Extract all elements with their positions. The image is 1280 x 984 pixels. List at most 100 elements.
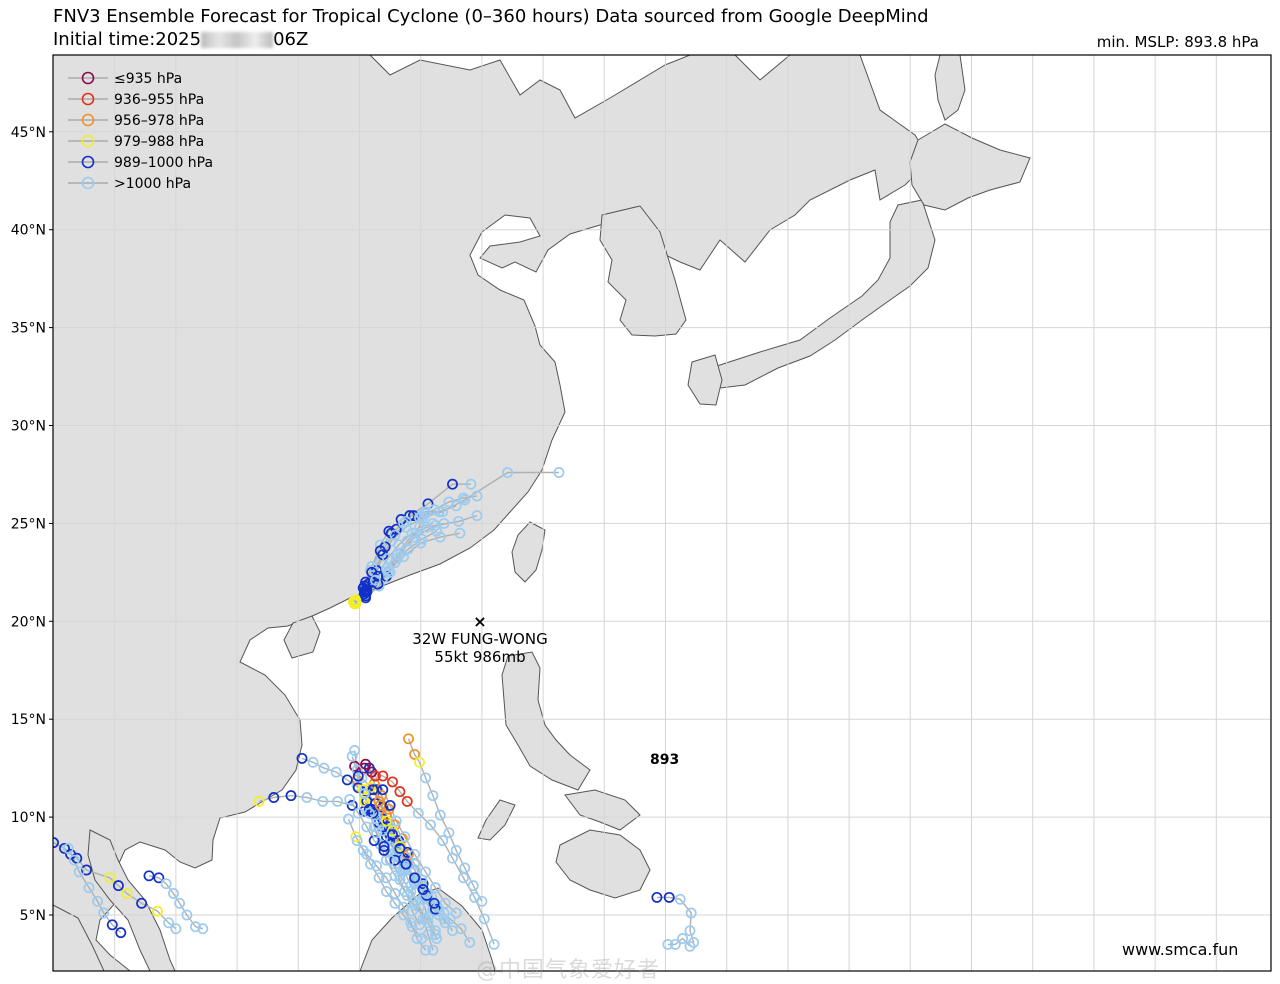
track-point <box>330 766 342 778</box>
track-point <box>433 506 445 518</box>
track-point <box>168 888 179 899</box>
track-point <box>394 786 406 798</box>
lat-label: 30°N <box>11 419 46 435</box>
track-point <box>163 917 175 929</box>
track-point <box>450 844 462 856</box>
track-point <box>352 782 364 794</box>
track-point <box>399 831 411 843</box>
track-point <box>677 933 689 944</box>
latitude-labels: 45°N 40°N 35°N 30°N 25°N 20°N 15°N 10°N 5°N <box>11 125 53 924</box>
legend-label: ≤935 hPa <box>114 71 182 87</box>
track-point <box>471 510 483 522</box>
track-point <box>429 882 441 894</box>
weibo-watermark: @中国气象爱好者 <box>476 958 661 983</box>
track-line <box>407 738 483 902</box>
track-point <box>403 733 414 745</box>
track-point <box>371 860 383 872</box>
landmasses <box>53 55 1031 971</box>
track-point <box>416 533 428 545</box>
track-point <box>307 756 319 768</box>
track-point <box>478 913 490 925</box>
track-point <box>394 842 406 854</box>
track-point <box>153 872 165 884</box>
initial-time-label: Initial time:2025 <box>53 29 202 50</box>
track-point <box>439 897 451 909</box>
legend-marker-icon <box>81 71 95 85</box>
track-point <box>92 895 104 907</box>
track-point <box>422 911 434 923</box>
track-point <box>651 891 663 903</box>
track-point <box>369 574 381 586</box>
legend-marker-icon <box>81 113 95 127</box>
track-point <box>405 917 417 929</box>
storm-intensity-label: 55kt 986mb <box>434 648 525 666</box>
track-point <box>301 792 313 803</box>
land-luzon <box>501 651 591 791</box>
track-point <box>416 933 428 944</box>
land-korea <box>599 205 687 337</box>
track-point <box>387 776 398 788</box>
legend-marker-icon <box>81 155 95 169</box>
track-point <box>420 944 432 956</box>
track-point <box>409 872 421 884</box>
track-point <box>112 880 124 892</box>
track-point <box>488 938 500 950</box>
track-point <box>373 872 385 884</box>
track-point <box>429 903 441 915</box>
track-point <box>403 848 414 860</box>
track-point <box>318 762 330 774</box>
track-point <box>350 596 362 608</box>
land-palawan <box>477 799 516 841</box>
track-point <box>447 478 458 490</box>
track-point <box>384 799 396 811</box>
track-point <box>399 886 411 897</box>
lat-label: 15°N <box>11 712 46 728</box>
track-point <box>450 500 462 512</box>
track-point <box>352 807 364 819</box>
land-malay-peninsula <box>87 829 176 971</box>
track-point <box>427 790 439 802</box>
track-point <box>663 891 675 903</box>
lat-label: 5°N <box>20 908 46 924</box>
track-point <box>434 809 446 821</box>
legend-marker-icon <box>81 92 95 106</box>
track-point <box>296 752 308 764</box>
track-point <box>351 835 363 847</box>
initial-time-suffix: 06Z <box>273 29 309 50</box>
track-point <box>674 893 686 905</box>
track-point <box>471 490 483 502</box>
storm-name-label: 32W FUNG-WONG <box>412 630 547 648</box>
track-point <box>344 794 356 805</box>
track-point <box>455 923 467 935</box>
initial-time: Initial time:2025 06Z <box>53 29 308 51</box>
map-frame <box>52 54 1272 972</box>
track-point <box>398 909 410 921</box>
credit-url: www.smca.fun <box>1122 940 1239 959</box>
track-point <box>387 829 398 841</box>
land-mindanao <box>555 829 651 899</box>
track-point <box>685 907 697 919</box>
track-point <box>190 921 201 933</box>
track-point <box>476 895 488 907</box>
track-point <box>390 815 402 827</box>
track-point <box>360 584 372 596</box>
track-point <box>401 535 413 547</box>
track-point <box>383 564 395 576</box>
track-point <box>361 821 373 833</box>
track-point <box>377 784 389 796</box>
track-point <box>684 925 696 937</box>
track-point <box>106 919 118 931</box>
land-sakhalin <box>934 55 966 121</box>
track-point <box>431 933 443 944</box>
track-point <box>384 854 396 866</box>
land-hainan <box>283 615 321 659</box>
track-point <box>143 870 155 882</box>
track-point <box>160 878 172 890</box>
track-point <box>62 842 74 854</box>
track-point <box>358 795 370 807</box>
track-point <box>411 933 423 944</box>
track-point <box>197 923 209 935</box>
land-taiwan <box>511 521 546 583</box>
legend-marker-icon <box>81 134 95 148</box>
track-point <box>170 923 182 935</box>
